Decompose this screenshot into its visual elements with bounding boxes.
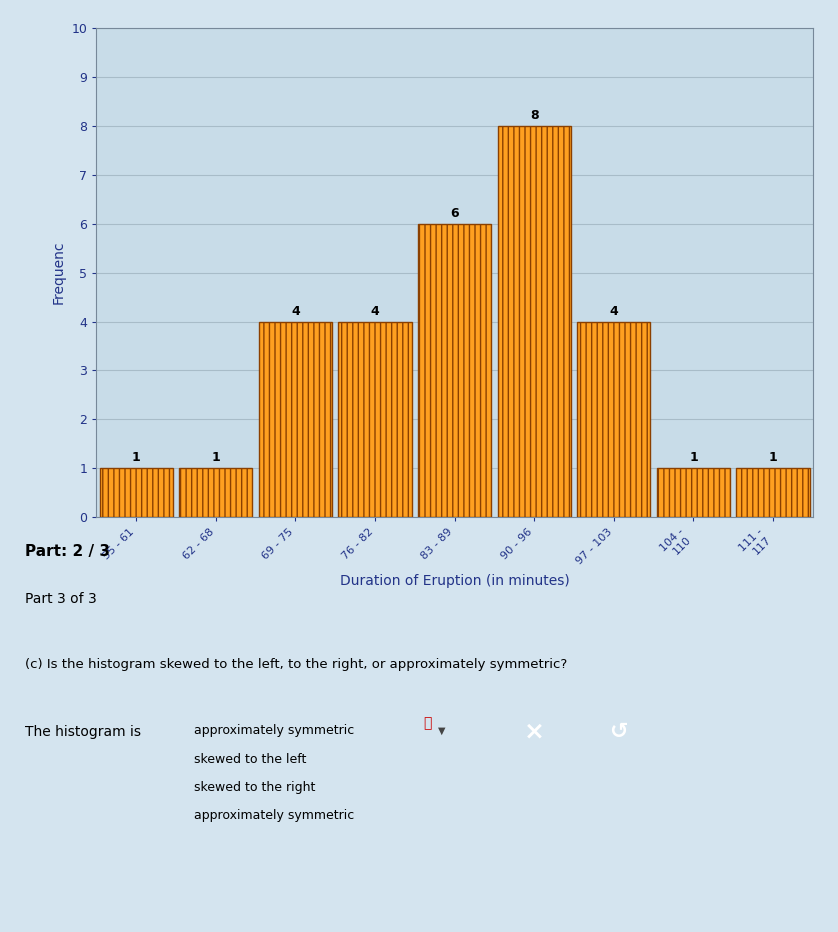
Text: 1: 1 bbox=[768, 451, 778, 464]
Text: Part 3 of 3: Part 3 of 3 bbox=[25, 592, 97, 607]
Bar bbox=[737, 468, 810, 517]
Text: 4: 4 bbox=[370, 305, 380, 318]
Text: skewed to the left: skewed to the left bbox=[194, 753, 307, 766]
Bar bbox=[418, 224, 491, 517]
Bar bbox=[179, 468, 252, 517]
Text: approximately symmetric: approximately symmetric bbox=[194, 809, 354, 822]
Text: skewed to the right: skewed to the right bbox=[194, 781, 316, 794]
Bar bbox=[657, 468, 730, 517]
Text: (c) Is the histogram skewed to the left, to the right, or approximately symmetri: (c) Is the histogram skewed to the left,… bbox=[25, 658, 567, 671]
Bar bbox=[259, 322, 332, 517]
Text: 1: 1 bbox=[689, 451, 698, 464]
Bar bbox=[100, 468, 173, 517]
Text: 4: 4 bbox=[291, 305, 300, 318]
Text: The histogram is: The histogram is bbox=[25, 724, 141, 739]
Text: ▼: ▼ bbox=[438, 726, 446, 735]
Text: 4: 4 bbox=[609, 305, 618, 318]
Y-axis label: Frequenc: Frequenc bbox=[52, 240, 66, 305]
Bar bbox=[577, 322, 650, 517]
Text: ×: × bbox=[524, 720, 545, 744]
X-axis label: Duration of Eruption (in minutes): Duration of Eruption (in minutes) bbox=[339, 574, 570, 588]
Text: approximately symmetric: approximately symmetric bbox=[194, 724, 354, 737]
Text: Part: 2 / 3: Part: 2 / 3 bbox=[25, 544, 110, 559]
Bar bbox=[498, 126, 571, 517]
Text: 1: 1 bbox=[211, 451, 220, 464]
Text: 8: 8 bbox=[530, 109, 539, 122]
Bar bbox=[339, 322, 411, 517]
Text: ⓧ: ⓧ bbox=[423, 716, 432, 730]
Text: 6: 6 bbox=[450, 207, 459, 220]
Text: ↺: ↺ bbox=[608, 721, 628, 742]
Text: 1: 1 bbox=[132, 451, 141, 464]
